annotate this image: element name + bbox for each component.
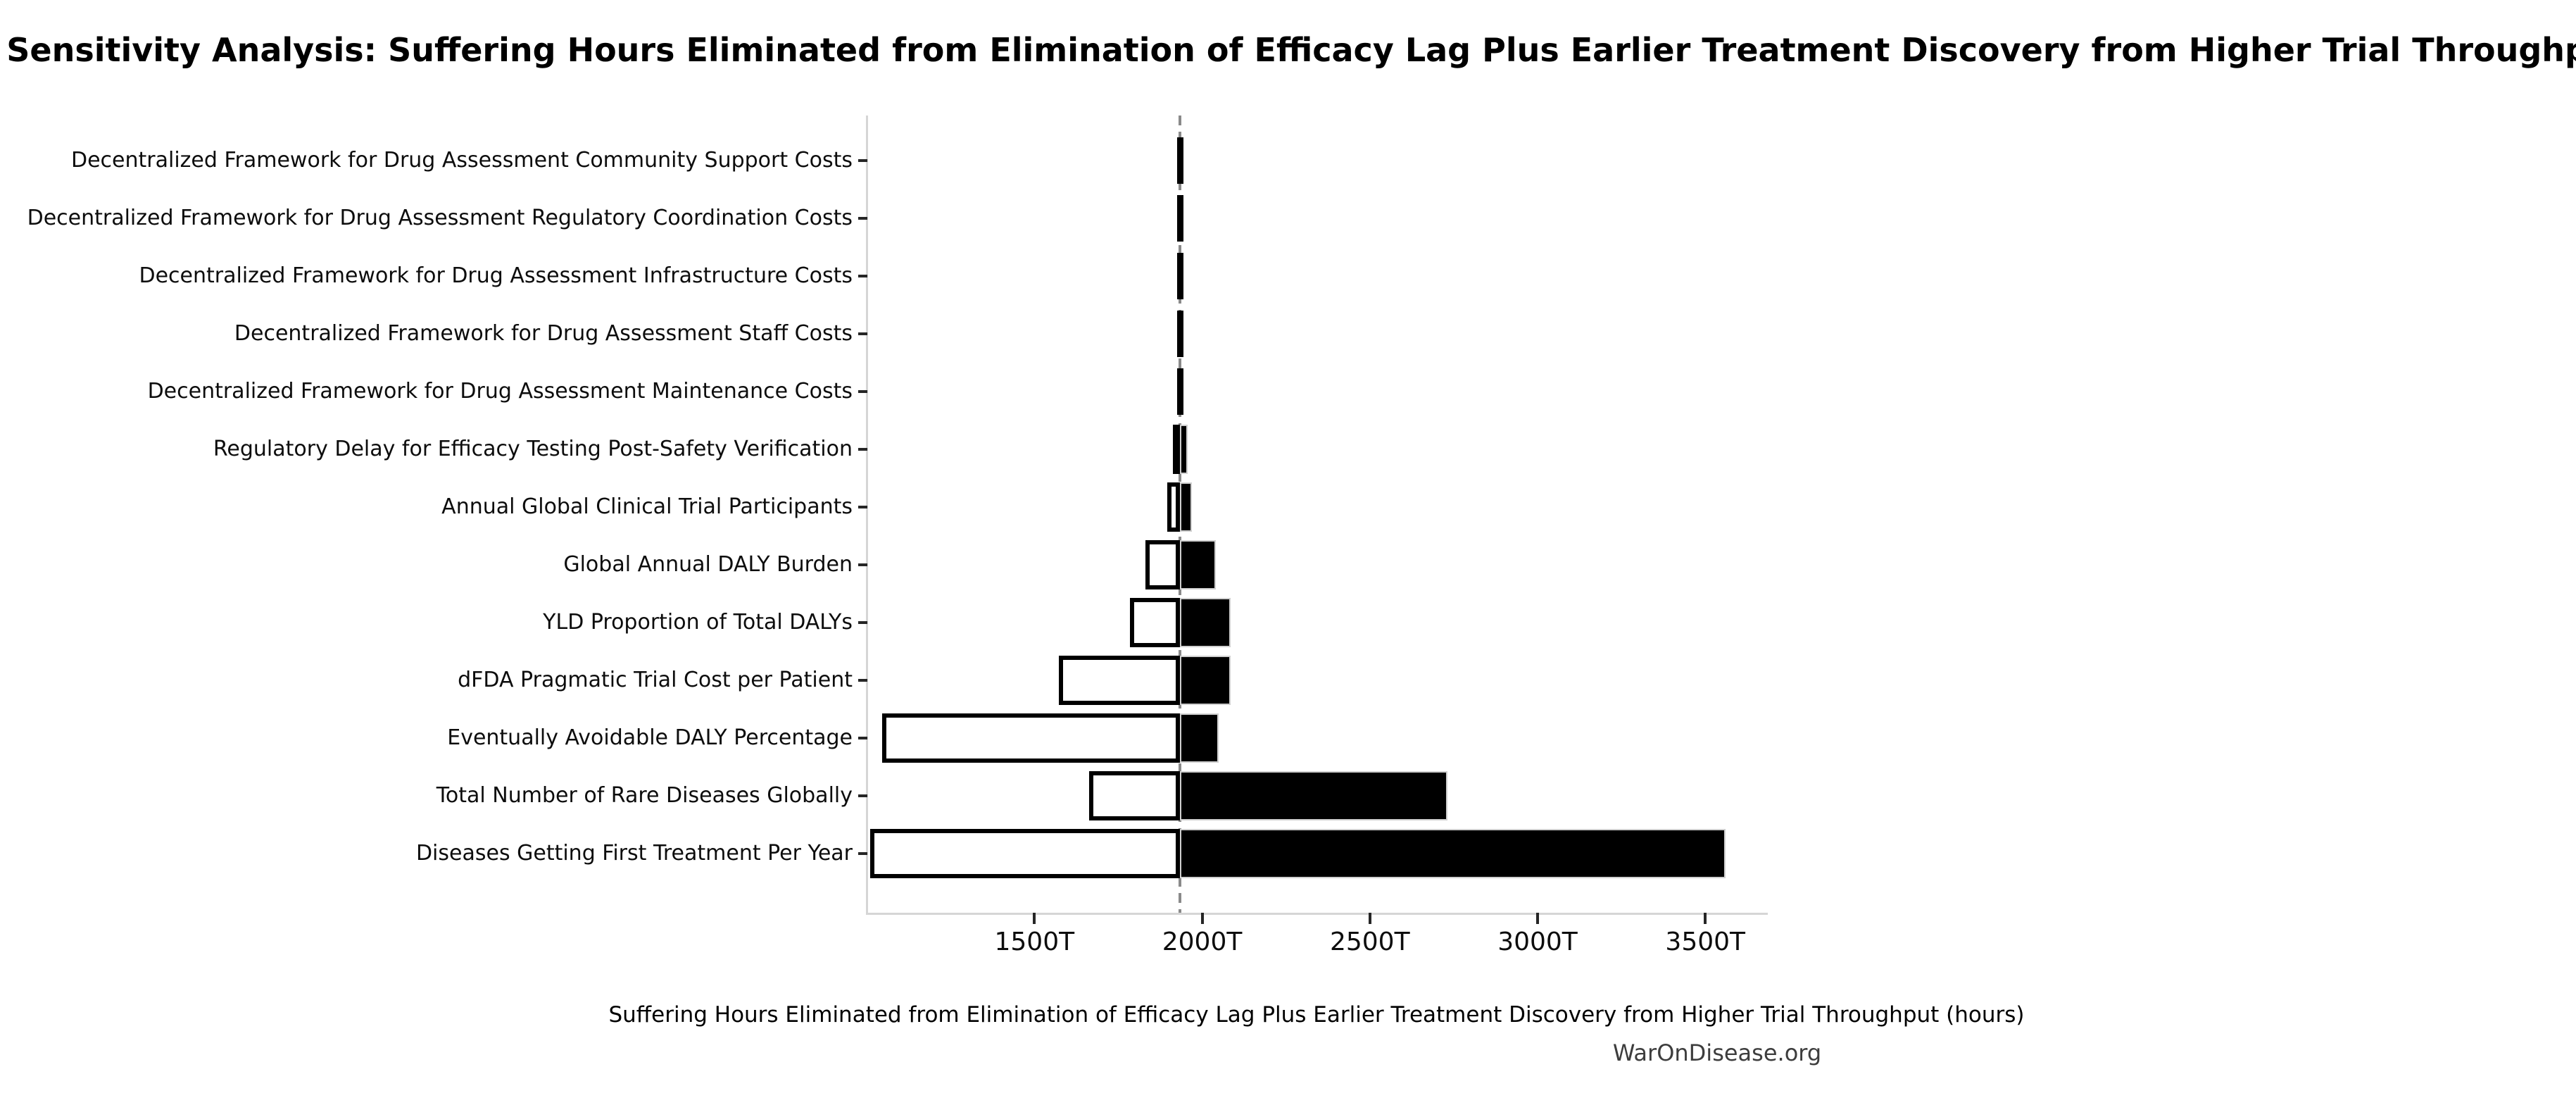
x-tick-mark [1200, 913, 1204, 924]
y-tick-label: Decentralized Framework for Drug Assessm… [139, 263, 853, 288]
bar-low-side [1145, 540, 1180, 589]
bar-negligible-range [1176, 195, 1183, 242]
y-tick-label: Annual Global Clinical Trial Participant… [441, 494, 853, 519]
watermark-text: WarOnDisease.org [1612, 1040, 1822, 1066]
x-tick-mark [1704, 913, 1707, 924]
y-tick-mark [858, 563, 867, 566]
chart-title: Sensitivity Analysis: Suffering Hours El… [6, 31, 2576, 69]
x-tick-label: 1500T [994, 928, 1075, 956]
bar-negligible-range [1176, 137, 1183, 184]
bar-negligible-range [1176, 253, 1183, 299]
y-tick-mark [858, 275, 867, 277]
bar-high-side [1179, 598, 1231, 647]
bar-high-side [1179, 771, 1447, 820]
bar-high-side [1179, 482, 1193, 532]
y-tick-label: Regulatory Delay for Efficacy Testing Po… [213, 437, 853, 461]
x-tick-label: 3000T [1497, 928, 1578, 956]
bar-low-side [1172, 425, 1181, 474]
x-tick-mark [1033, 913, 1036, 924]
x-tick-mark [1368, 913, 1371, 924]
y-tick-mark [858, 852, 867, 855]
x-axis-label: Suffering Hours Eliminated from Eliminat… [608, 1002, 2025, 1028]
y-tick-label: Global Annual DALY Burden [563, 552, 853, 577]
y-tick-label: Eventually Avoidable DALY Percentage [447, 725, 853, 750]
y-tick-mark [858, 332, 867, 335]
bar-low-side [1130, 598, 1180, 647]
y-tick-mark [858, 217, 867, 220]
bar-high-side [1179, 425, 1188, 474]
x-tick-label: 2500T [1329, 928, 1410, 956]
y-tick-mark [858, 621, 867, 624]
bar-high-side [1179, 540, 1216, 589]
y-axis-spine [866, 116, 868, 915]
bar-low-side [1088, 771, 1180, 820]
bar-low-side [1058, 656, 1180, 705]
y-tick-mark [858, 737, 867, 739]
y-tick-mark [858, 679, 867, 682]
y-tick-label: YLD Proportion of Total DALYs [543, 610, 853, 635]
y-tick-mark [858, 390, 867, 393]
y-tick-label: Decentralized Framework for Drug Assessm… [147, 379, 853, 404]
y-tick-mark [858, 448, 867, 451]
bar-negligible-range [1176, 311, 1183, 357]
x-tick-mark [1536, 913, 1539, 924]
y-tick-label: Decentralized Framework for Drug Assessm… [71, 148, 853, 173]
x-axis-spine [866, 913, 1768, 915]
bar-negligible-range [1176, 368, 1183, 415]
x-tick-label: 3500T [1665, 928, 1746, 956]
y-tick-mark [858, 794, 867, 797]
bar-low-side [1167, 482, 1180, 532]
y-tick-mark [858, 159, 867, 162]
bar-low-side [869, 829, 1180, 878]
y-tick-label: Total Number of Rare Diseases Globally [436, 783, 853, 808]
bar-high-side [1179, 656, 1231, 705]
y-tick-label: Diseases Getting First Treatment Per Yea… [415, 841, 853, 866]
y-tick-label: dFDA Pragmatic Trial Cost per Patient [458, 668, 853, 692]
y-tick-label: Decentralized Framework for Drug Assessm… [234, 321, 853, 346]
bar-high-side [1179, 829, 1726, 878]
bar-low-side [881, 713, 1180, 763]
x-tick-label: 2000T [1162, 928, 1243, 956]
bar-high-side [1179, 713, 1219, 763]
y-tick-label: Decentralized Framework for Drug Assessm… [27, 206, 853, 230]
y-tick-mark [858, 506, 867, 508]
